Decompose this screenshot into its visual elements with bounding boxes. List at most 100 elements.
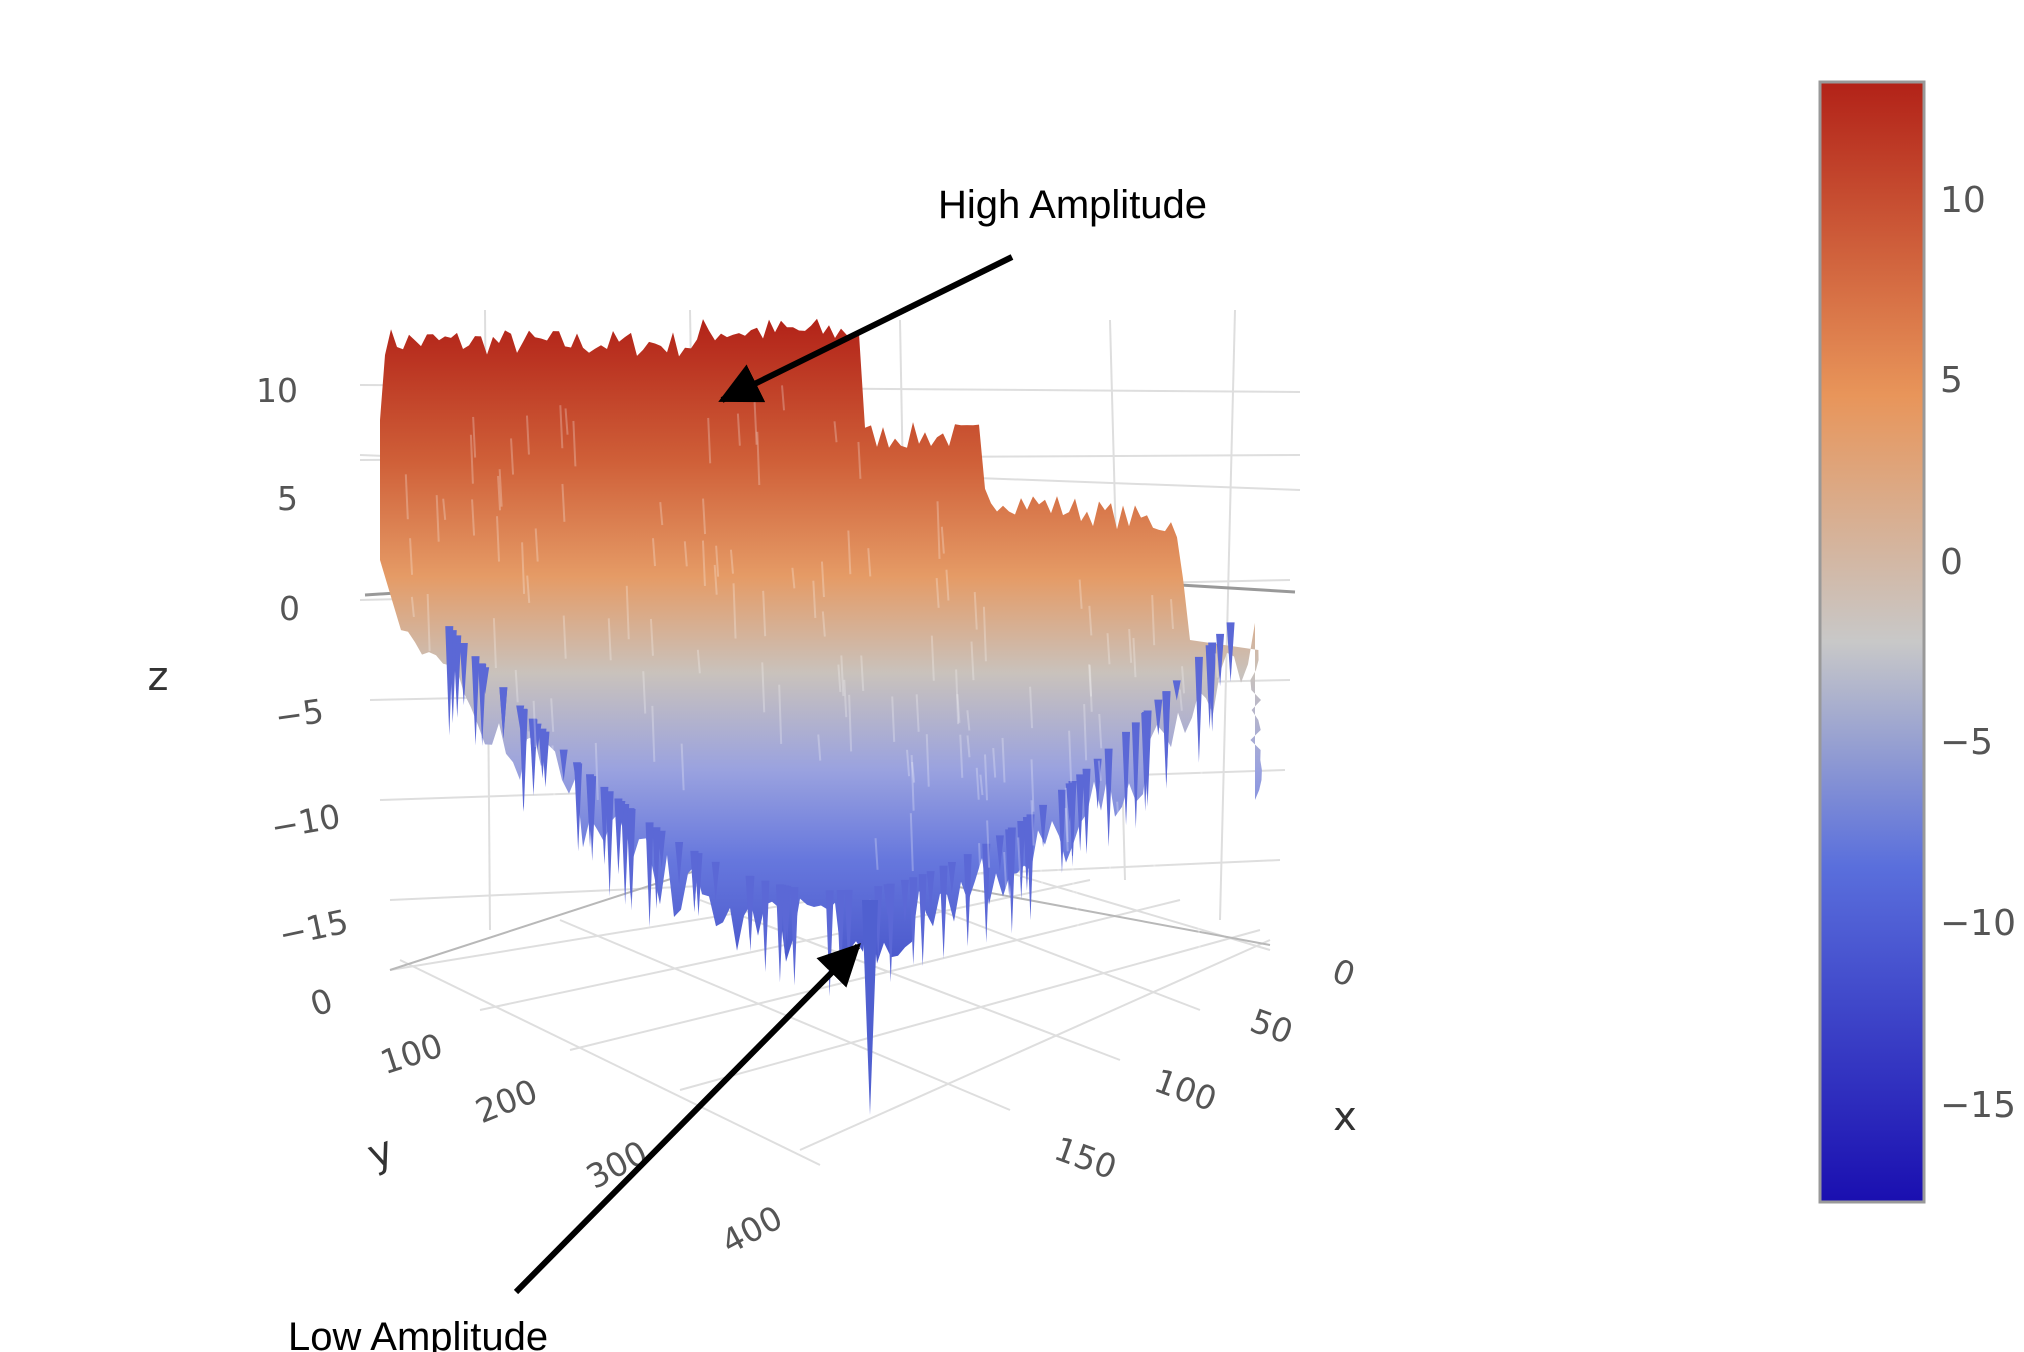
surface-texture [1108,861,1113,890]
surface-texture [979,774,984,796]
surface-spike [1039,804,1048,848]
surface-spike [900,879,909,923]
surface-texture [1151,818,1156,868]
surface-texture [442,498,447,520]
surface-texture [975,767,980,800]
annotation-low-amplitude: Low Amplitude [288,1315,548,1352]
surface-texture [910,755,915,811]
surface-texture [680,743,685,791]
surface-texture [1064,787,1069,843]
surface-spike [995,835,1004,872]
surface-texture [496,516,501,562]
surface-spike [1007,827,1016,934]
surface-texture [534,528,539,562]
surface-texture [1001,737,1006,783]
surface-texture [1088,664,1093,712]
surface-texture [561,483,566,522]
surface-spike [690,850,699,913]
surface-texture [514,669,519,703]
surface-texture [973,592,978,630]
surface-spike [939,865,948,928]
surface-texture [1078,579,1083,609]
surface-texture [1215,834,1220,861]
surface-spike [652,827,661,910]
surface-texture [469,434,474,484]
surface-texture [848,694,853,752]
surface-texture [498,469,503,507]
surface-texture [1030,759,1035,812]
surface-texture [408,738,413,785]
surface-texture [778,684,783,744]
surface-spike [1131,722,1140,829]
surface-texture [820,561,825,598]
surface-texture [642,671,647,714]
surface-mesh [380,318,1262,964]
surface-spike [1022,816,1031,891]
surface-texture [1029,686,1034,729]
x-tick-label: 50 [1245,1001,1298,1052]
z-tick-label: 10 [256,371,298,410]
colorbar-tick-label: 5 [1940,360,1963,401]
surface-spike [1141,712,1150,812]
surface-texture [564,408,569,435]
surface-spike [963,854,972,947]
surface-plot [380,318,1262,1115]
annotation-high-amplitude: High Amplitude [938,183,1207,227]
surface-texture [992,747,997,778]
surface-texture [492,618,497,669]
colorbar-tick-label: 10 [1940,180,1986,221]
surface-texture [781,385,786,411]
surface-texture [1106,633,1111,665]
surface-texture [1151,594,1156,646]
surface-texture [874,838,879,870]
surface-texture [410,596,415,618]
surface-texture [1071,855,1076,907]
surface-texture [867,548,872,577]
surface-texture [1030,800,1035,846]
surface-texture [1128,629,1133,663]
surface-texture [497,475,502,511]
y-tick-label: 400 [715,1198,789,1262]
surface-spike [605,791,614,897]
surface-texture [909,813,914,872]
surface-texture [1101,808,1106,859]
y-axis-title: y [362,1127,400,1178]
surface-spike [657,830,666,869]
surface-texture [417,705,422,753]
surface-texture [651,705,656,762]
surface-texture [659,502,664,526]
surface-texture [551,745,556,801]
surface-texture [471,499,476,536]
surface-texture [1194,888,1199,921]
surface-texture [857,441,862,479]
surface-spike [982,843,991,943]
surface-spike [909,877,918,965]
surface-spike [617,800,626,826]
surface-spike [627,808,636,911]
surface-spike [1216,633,1225,687]
annotations: High Amplitude Low Amplitude [288,183,1207,1352]
surface-texture [527,731,532,792]
surface-spike [621,803,630,905]
surface-texture [791,567,796,589]
surface-texture [966,710,971,731]
surface-texture [986,820,991,868]
y-tick-label: 0 [305,981,337,1025]
surface-spike [790,887,799,986]
surface-spike [675,841,684,885]
surface-texture [1088,664,1093,697]
surface-texture [936,501,941,559]
surface-texture [762,590,767,637]
surface-texture [562,615,567,659]
surface-texture [607,618,612,661]
surface-texture [978,843,983,898]
surface-texture [1064,807,1069,852]
surface-texture [945,569,950,601]
surface-spikes [404,385,1235,1115]
x-tick-label: 150 [1049,1129,1122,1187]
surface-texture [701,540,706,587]
surface-spike [519,709,528,812]
surface-texture [736,413,741,446]
surface-spike [471,656,480,746]
z-axis-title: z [148,654,169,700]
